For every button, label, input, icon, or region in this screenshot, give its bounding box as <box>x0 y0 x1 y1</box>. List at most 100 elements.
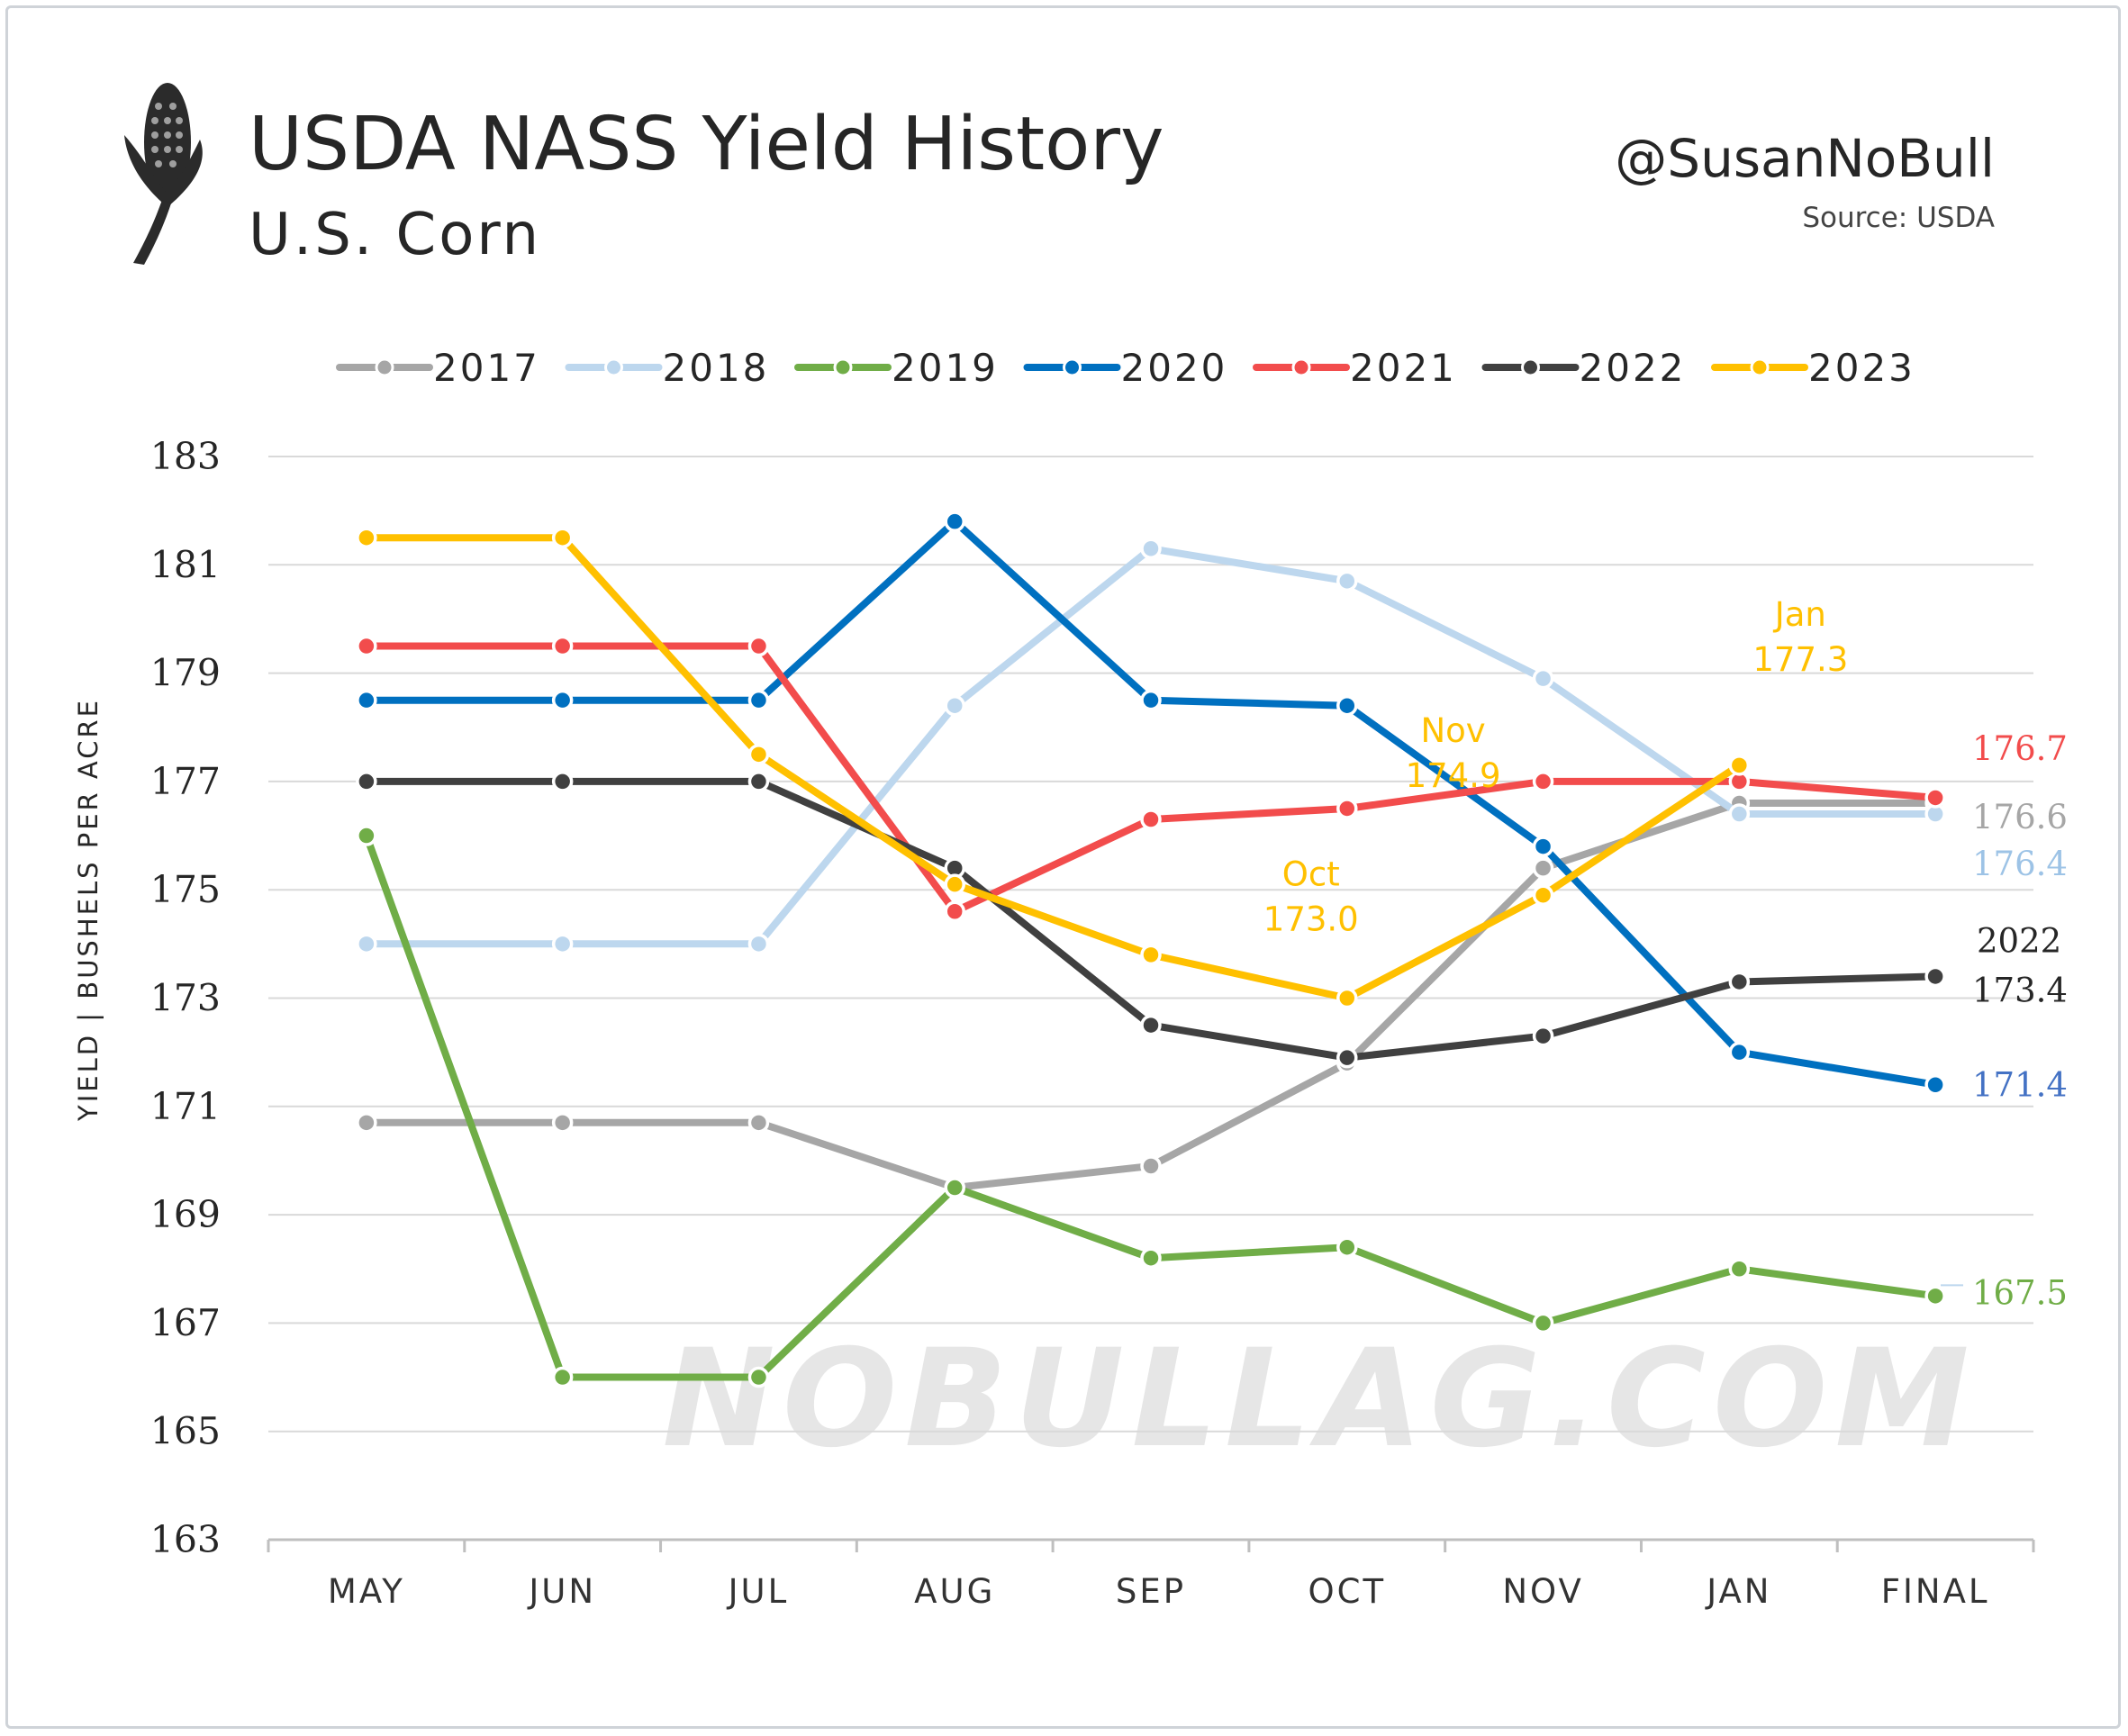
legend-marker-2019 <box>833 357 853 377</box>
data-point-2021-final <box>1924 787 1946 809</box>
gridlines <box>268 456 2033 1433</box>
y-tick-label-181: 181 <box>150 543 221 586</box>
data-point-2021-oct <box>1336 798 1358 819</box>
series-lines <box>356 511 1946 1388</box>
source-note: Source: USDA <box>1802 202 1995 234</box>
data-point-2021-nov <box>1532 771 1554 792</box>
data-point-2018-jul <box>747 933 770 955</box>
chart-subtitle: U.S. Corn <box>249 202 541 268</box>
data-point-2018-aug <box>944 694 965 717</box>
data-point-2023-jun <box>551 527 574 548</box>
x-tick-label-aug: AUG <box>914 1572 995 1611</box>
data-point-2023-jan <box>1728 755 1751 776</box>
x-axis: MAY JUN JUL AUG SEP OCT NOV JAN FINAL <box>267 1538 2035 1611</box>
author-handle: @SusanNoBull <box>1615 128 1995 189</box>
x-tick-label-may: MAY <box>328 1572 405 1611</box>
legend-marker-2017 <box>375 357 394 377</box>
y-tick-label-183: 183 <box>150 435 221 478</box>
data-point-2020-nov <box>1532 836 1554 857</box>
data-point-2019-jan <box>1728 1258 1751 1279</box>
y-axis-label: YIELD | BUSHELS PER ACRE <box>73 698 104 1122</box>
y-axis-ticks: 163 165 167 169 171 173 175 177 179 181 183 <box>150 435 221 1561</box>
annotation-value-nov: 174.9 <box>1406 756 1501 795</box>
legend-marker-2022 <box>1521 357 1540 377</box>
legend-marker-2018 <box>604 357 623 377</box>
data-point-2018-jun <box>551 933 574 955</box>
data-point-2023-oct <box>1336 987 1358 1009</box>
data-point-2017-jul <box>747 1112 770 1134</box>
data-point-2020-jan <box>1728 1041 1751 1063</box>
y-tick-label-177: 177 <box>150 760 221 803</box>
data-point-2017-nov <box>1532 857 1554 879</box>
data-point-2023-aug <box>944 873 965 895</box>
data-point-2020-oct <box>1336 694 1358 717</box>
end-label-title-2022: 2022 <box>1977 921 2061 960</box>
y-tick-label-179: 179 <box>150 652 221 695</box>
x-tick-label-jul: JUL <box>727 1572 790 1611</box>
data-point-2022-may <box>356 771 377 792</box>
data-point-2022-sep <box>1140 1014 1162 1036</box>
y-tick-label-167: 167 <box>150 1301 221 1344</box>
x-tick-label-oct: OCT <box>1308 1572 1386 1611</box>
end-label-2021: 176.7 <box>1972 729 2068 768</box>
data-point-2017-sep <box>1140 1155 1162 1177</box>
data-point-2018-oct <box>1336 570 1358 592</box>
end-label-2019: 167.5 <box>1972 1273 2068 1312</box>
end-label-2018: 176.4 <box>1972 845 2068 883</box>
y-tick-label-163: 163 <box>150 1518 221 1561</box>
legend: 2017 2018 2019 2020 2021 2022 2023 <box>336 346 1915 390</box>
y-tick-label-175: 175 <box>150 868 221 911</box>
data-point-2022-final <box>1924 965 1946 988</box>
data-point-2017-may <box>356 1112 377 1134</box>
data-point-2023-jul <box>747 744 770 765</box>
legend-marker-2020 <box>1063 357 1082 377</box>
y-tick-label-173: 173 <box>150 977 221 1020</box>
x-tick-label-final: FINAL <box>1881 1572 1990 1611</box>
data-point-2023-may <box>356 527 377 548</box>
data-point-2019-sep <box>1140 1247 1162 1269</box>
end-label-2017: 176.6 <box>1972 798 2068 836</box>
data-point-2020-may <box>356 689 377 711</box>
x-tick-label-sep: SEP <box>1116 1572 1186 1611</box>
x-tick-label-nov: NOV <box>1502 1572 1583 1611</box>
legend-marker-2021 <box>1291 357 1311 377</box>
data-point-2020-final <box>1924 1073 1946 1096</box>
data-point-2023-nov <box>1532 884 1554 906</box>
chart-title: USDA NASS Yield History <box>249 102 1164 187</box>
series-line-2018 <box>362 545 1940 948</box>
series-line-2023 <box>362 534 1743 1002</box>
legend-label-2020: 2020 <box>1121 346 1228 390</box>
data-point-2017-jun <box>551 1112 574 1134</box>
x-tick-label-jun: JUN <box>527 1572 596 1611</box>
data-point-2023-sep <box>1140 944 1162 966</box>
data-point-2022-oct <box>1336 1046 1358 1069</box>
watermark: NOBULLAG.COM <box>662 1321 1976 1478</box>
annotation-value-oct: 173.0 <box>1263 900 1359 939</box>
data-point-2020-aug <box>944 511 965 532</box>
data-point-2020-jul <box>747 689 770 711</box>
legend-label-2023: 2023 <box>1808 346 1915 390</box>
series-line-2020 <box>362 518 1940 1089</box>
corn-icon <box>124 83 203 265</box>
data-point-2021-may <box>356 635 377 657</box>
legend-label-2018: 2018 <box>663 346 770 390</box>
data-point-2018-sep <box>1140 538 1162 560</box>
y-tick-label-171: 171 <box>150 1085 221 1128</box>
data-point-2020-jun <box>551 689 574 711</box>
chart-card <box>5 5 2121 1729</box>
data-point-2021-sep <box>1140 809 1162 830</box>
data-point-2018-jan <box>1728 803 1751 825</box>
data-point-2021-jun <box>551 635 574 657</box>
data-point-2021-jul <box>747 635 770 657</box>
legend-label-2021: 2021 <box>1350 346 1457 390</box>
end-label-2020: 171.4 <box>1972 1066 2068 1105</box>
data-point-2019-jul <box>747 1366 770 1388</box>
data-point-2020-sep <box>1140 689 1162 711</box>
annotation-value-jan: 177.3 <box>1752 640 1848 679</box>
annotation-month-jan: Jan <box>1773 595 1826 634</box>
data-point-2022-nov <box>1532 1025 1554 1047</box>
legend-label-2019: 2019 <box>892 346 999 390</box>
data-point-2021-aug <box>944 900 965 923</box>
data-labels: 176.6 176.4 167.5 171.4 176.7 173.4 2022 Oct 173… <box>1263 595 2068 1312</box>
